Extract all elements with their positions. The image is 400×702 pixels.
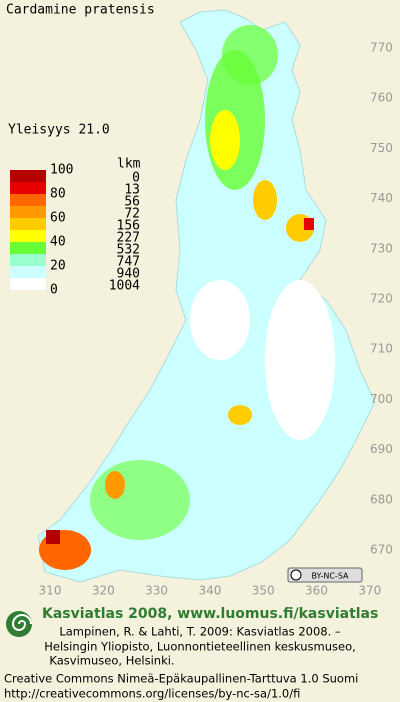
badge-text: BY-NC-SA — [311, 572, 349, 581]
y-grid-label: 710 — [370, 342, 393, 356]
logo — [6, 611, 32, 637]
count-label: 72 — [124, 207, 140, 222]
y-grid-label: 700 — [370, 392, 393, 406]
y-grid-label: 730 — [370, 241, 393, 255]
green-area — [90, 460, 190, 540]
count-label: 1004 — [109, 279, 140, 294]
map-title: Cardamine pratensis — [6, 3, 155, 18]
x-grid-label: 340 — [198, 584, 221, 598]
yellow-area — [253, 180, 277, 220]
y-grid-label: 740 — [370, 191, 393, 205]
finland-map — [37, 9, 376, 583]
legend-label: 60 — [50, 211, 66, 226]
citation-line: Lampinen, R. & Lahti, T. 2009: Kasviatla… — [59, 625, 341, 639]
yellow-area — [210, 110, 240, 170]
y-grid-label: 690 — [370, 442, 393, 456]
frequency: Yleisyys 21.0 — [8, 123, 110, 138]
green-area — [222, 25, 278, 85]
x-grid-label: 350 — [252, 584, 275, 598]
badge-frame — [287, 567, 363, 583]
white-area — [190, 280, 250, 360]
y-grid-label: 750 — [370, 141, 393, 155]
red-cell — [46, 530, 60, 544]
legend-swatch — [10, 218, 46, 230]
count-label: 13 — [124, 183, 140, 198]
logo-spiral — [11, 614, 32, 631]
legend-swatch — [10, 170, 46, 182]
citation-line: Helsingin Yliopisto, Luonnontieteellinen… — [44, 640, 356, 654]
citation-line: Kasvimuseo, Helsinki. — [49, 654, 174, 668]
license-text: Creative Commons Nimeä-Epäkaupallinen-Ta… — [4, 672, 358, 686]
count-label: 940 — [117, 267, 140, 282]
x-grid-label: 360 — [305, 584, 328, 598]
y-grid-label: 670 — [370, 543, 393, 557]
x-grid-label: 310 — [39, 584, 62, 598]
count-label: 56 — [124, 195, 140, 210]
legend-swatch — [10, 242, 46, 254]
y-grid-label: 760 — [370, 91, 393, 105]
counts-header: lkm — [117, 157, 141, 172]
legend-label: 20 — [50, 259, 66, 274]
legend-label: 100 — [50, 163, 73, 178]
count-label: 227 — [117, 231, 140, 246]
count-label: 156 — [117, 219, 140, 234]
legend-swatch — [10, 194, 46, 206]
license-badge: BY-NC-SA — [287, 567, 363, 583]
legend-swatch — [10, 254, 46, 266]
count-label: 747 — [117, 255, 140, 270]
legend-swatch — [10, 278, 46, 290]
white-area — [265, 280, 335, 440]
badge-icon — [290, 569, 302, 581]
legend-label: 80 — [50, 187, 66, 202]
x-grid-label: 330 — [145, 584, 168, 598]
legend-swatch — [10, 182, 46, 194]
orange-area — [105, 471, 125, 499]
y-grid-label: 720 — [370, 292, 393, 306]
y-grid-label: 770 — [370, 41, 393, 55]
x-grid-label: 320 — [92, 584, 115, 598]
footer-heading: Kasviatlas 2008, www.luomus.fi/kasviatla… — [42, 606, 378, 622]
legend-swatch — [10, 230, 46, 242]
legend-swatch — [10, 206, 46, 218]
legend-label: 0 — [50, 283, 58, 298]
yellow-area — [228, 405, 252, 425]
legend-swatch — [10, 266, 46, 278]
license-url: http://creativecommons.org/licenses/by-n… — [4, 687, 300, 701]
y-grid-label: 680 — [370, 492, 393, 506]
red-cell — [304, 218, 314, 230]
x-grid-label: 370 — [358, 584, 381, 598]
count-label: 532 — [117, 243, 140, 258]
count-label: 0 — [132, 171, 140, 186]
legend-label: 40 — [50, 235, 66, 250]
